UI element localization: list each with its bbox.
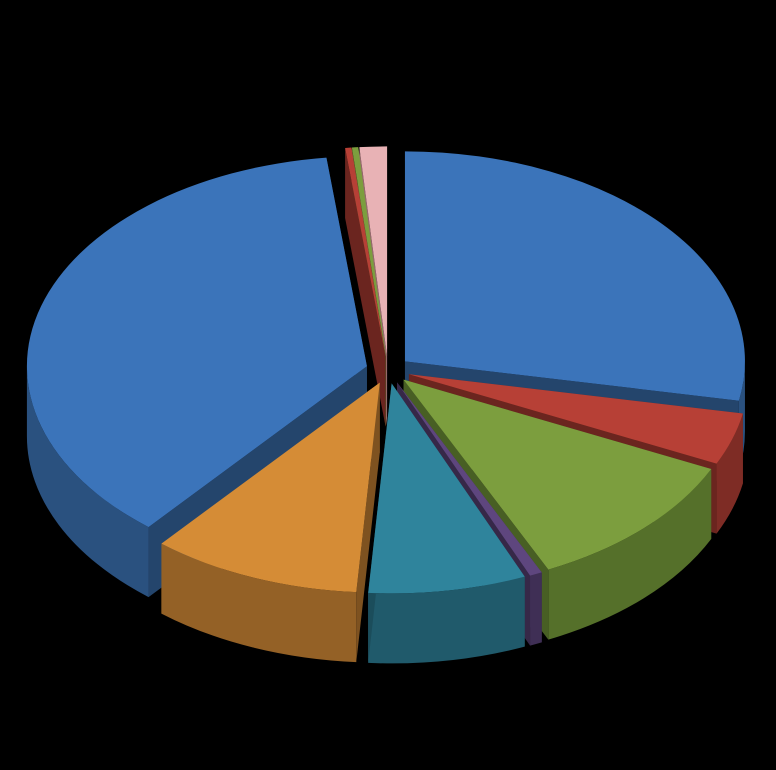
pie-slice-top [405, 151, 745, 400]
pie-chart-3d [0, 0, 776, 770]
pie-slice-side [530, 572, 542, 645]
pie-chart-svg [0, 0, 776, 770]
